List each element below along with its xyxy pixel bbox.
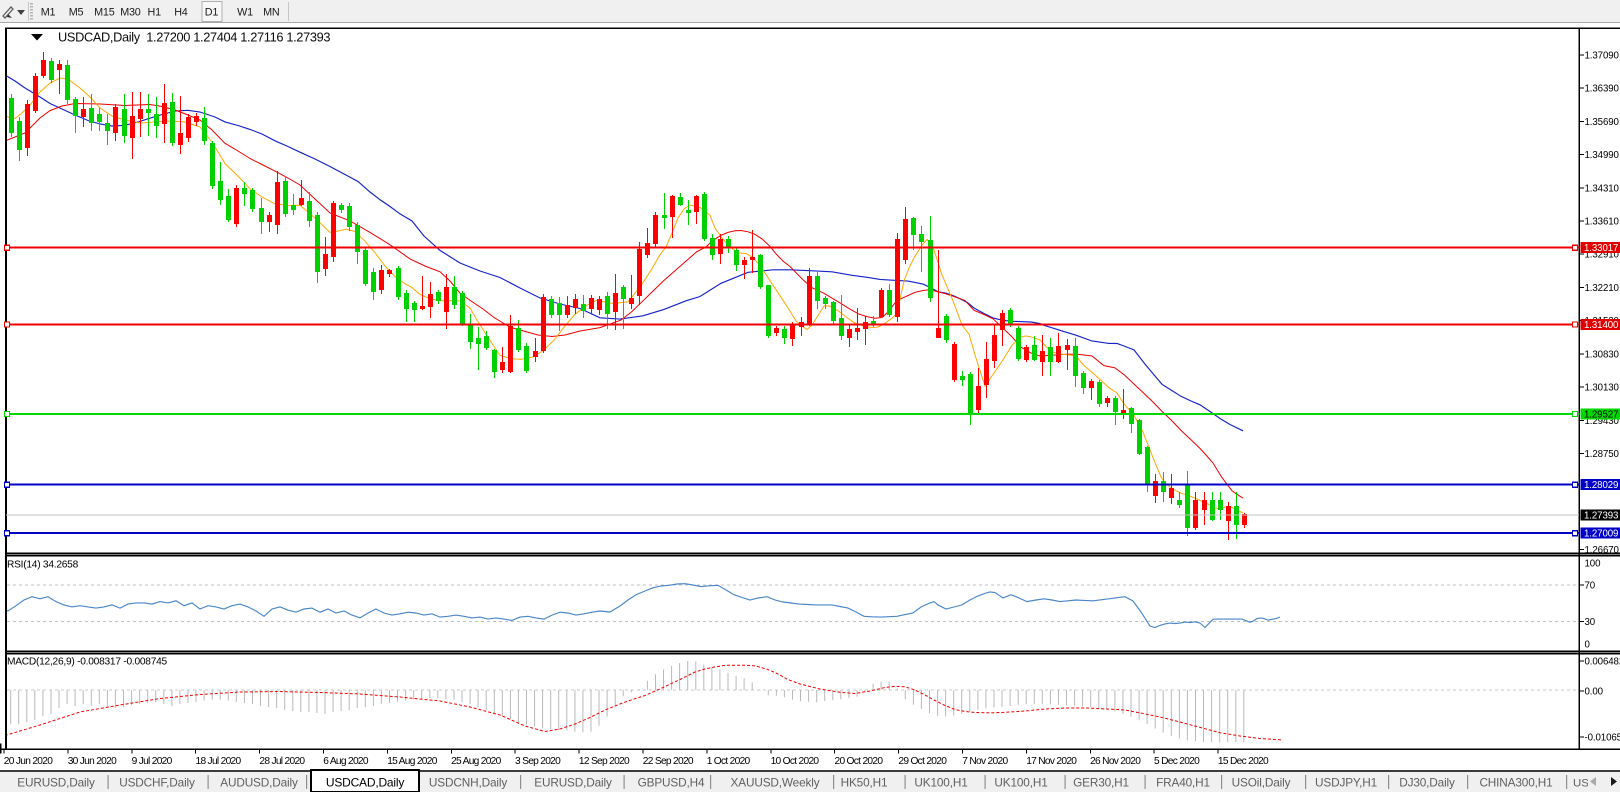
- svg-text:EURUSD,Daily: EURUSD,Daily: [534, 776, 612, 790]
- svg-text:1.28029: 1.28029: [1584, 480, 1618, 491]
- svg-text:W1: W1: [237, 7, 253, 19]
- svg-text:1.35690: 1.35690: [1585, 117, 1620, 128]
- svg-text:HK50,H1: HK50,H1: [841, 776, 888, 790]
- svg-text:1.33017: 1.33017: [1584, 243, 1618, 254]
- svg-text:17 Nov 2020: 17 Nov 2020: [1026, 756, 1077, 767]
- svg-text:H1: H1: [147, 7, 161, 19]
- svg-text:USDCAD,Daily 1.27200 1.27404: USDCAD,Daily 1.27200 1.27404 1.27116 1.2…: [58, 30, 330, 45]
- svg-text:7 Nov 2020: 7 Nov 2020: [962, 756, 1008, 767]
- svg-text:1.33610: 1.33610: [1585, 217, 1620, 228]
- svg-text:GBPUSD,H4: GBPUSD,H4: [638, 776, 705, 790]
- svg-text:70: 70: [1585, 580, 1596, 591]
- svg-text:US500,M5: US500,M5: [1573, 778, 1620, 790]
- svg-text:M1: M1: [41, 7, 56, 19]
- svg-text:15 Aug 2020: 15 Aug 2020: [387, 756, 438, 767]
- svg-text:1.31400: 1.31400: [1584, 320, 1619, 331]
- svg-text:9 Jul 2020: 9 Jul 2020: [132, 756, 173, 767]
- svg-text:M5: M5: [69, 7, 84, 19]
- svg-text:20 Oct 2020: 20 Oct 2020: [835, 756, 884, 767]
- svg-text:CHINA300,H1: CHINA300,H1: [1479, 776, 1552, 790]
- svg-text:15 Dec 2020: 15 Dec 2020: [1218, 756, 1269, 767]
- svg-text:6 Aug 2020: 6 Aug 2020: [323, 756, 369, 767]
- svg-text:D1: D1: [205, 7, 219, 19]
- svg-text:-0.01065: -0.01065: [1585, 733, 1620, 744]
- svg-text:20 Jun 2020: 20 Jun 2020: [4, 756, 53, 767]
- svg-text:30 Jun 2020: 30 Jun 2020: [68, 756, 117, 767]
- svg-text:MACD(12,26,9) -0.008317 -0.008: MACD(12,26,9) -0.008317 -0.008745: [7, 657, 168, 668]
- svg-text:29 Oct 2020: 29 Oct 2020: [898, 756, 947, 767]
- svg-text:28 Jul 2020: 28 Jul 2020: [259, 756, 305, 767]
- svg-text:1.27009: 1.27009: [1584, 529, 1618, 540]
- svg-text:USDCAD,Daily: USDCAD,Daily: [326, 776, 404, 790]
- svg-text:1.27393: 1.27393: [1584, 511, 1618, 522]
- svg-text:100: 100: [1585, 559, 1602, 570]
- svg-text:1.28750: 1.28750: [1585, 449, 1620, 460]
- svg-text:AUDUSD,Daily: AUDUSD,Daily: [220, 776, 298, 790]
- svg-text:USDCHF,Daily: USDCHF,Daily: [119, 776, 195, 790]
- svg-text:USOil,Daily: USOil,Daily: [1232, 776, 1291, 790]
- svg-text:USDJPY,H1: USDJPY,H1: [1315, 776, 1377, 790]
- svg-text:1.32210: 1.32210: [1585, 283, 1620, 294]
- svg-text:1.34990: 1.34990: [1585, 150, 1620, 161]
- svg-text:EURUSD,Daily: EURUSD,Daily: [17, 776, 95, 790]
- svg-text:1.32910: 1.32910: [1585, 250, 1620, 261]
- svg-text:0.00: 0.00: [1585, 687, 1604, 698]
- svg-text:DJ30,Daily: DJ30,Daily: [1399, 776, 1455, 790]
- svg-text:M30: M30: [120, 7, 141, 19]
- svg-text:10 Oct 2020: 10 Oct 2020: [771, 756, 820, 767]
- svg-text:0.006482: 0.006482: [1585, 657, 1620, 668]
- svg-text:18 Jul 2020: 18 Jul 2020: [196, 756, 242, 767]
- svg-text:26 Nov 2020: 26 Nov 2020: [1090, 756, 1141, 767]
- svg-text:M15: M15: [94, 7, 115, 19]
- svg-text:1.34310: 1.34310: [1585, 183, 1620, 194]
- svg-text:5 Dec 2020: 5 Dec 2020: [1154, 756, 1200, 767]
- svg-text:1 Oct 2020: 1 Oct 2020: [707, 756, 751, 767]
- svg-text:3 Sep 2020: 3 Sep 2020: [515, 756, 561, 767]
- svg-text:UK100,H1: UK100,H1: [994, 776, 1047, 790]
- svg-text:UK100,H1: UK100,H1: [914, 776, 967, 790]
- svg-text:XAUUSD,Weekly: XAUUSD,Weekly: [731, 776, 820, 790]
- svg-text:1.36390: 1.36390: [1585, 84, 1620, 95]
- svg-text:22 Sep 2020: 22 Sep 2020: [643, 756, 694, 767]
- svg-text:1.29527: 1.29527: [1584, 410, 1618, 421]
- svg-text:MN: MN: [263, 7, 279, 19]
- svg-text:1.30130: 1.30130: [1585, 383, 1620, 394]
- svg-text:1.30830: 1.30830: [1585, 349, 1620, 360]
- svg-text:RSI(14) 34.2658: RSI(14) 34.2658: [7, 560, 79, 571]
- svg-text:1.29430: 1.29430: [1585, 416, 1620, 427]
- svg-text:30: 30: [1585, 617, 1596, 628]
- svg-text:1.37090: 1.37090: [1585, 50, 1620, 61]
- svg-text:FRA40,H1: FRA40,H1: [1156, 776, 1210, 790]
- svg-text:12 Sep 2020: 12 Sep 2020: [579, 756, 630, 767]
- svg-text:25 Aug 2020: 25 Aug 2020: [451, 756, 502, 767]
- svg-text:H4: H4: [174, 7, 188, 19]
- svg-text:USDCNH,Daily: USDCNH,Daily: [429, 776, 507, 790]
- svg-text:0: 0: [1585, 640, 1591, 651]
- svg-text:1.26670: 1.26670: [1585, 545, 1620, 556]
- svg-text:GER30,H1: GER30,H1: [1073, 776, 1129, 790]
